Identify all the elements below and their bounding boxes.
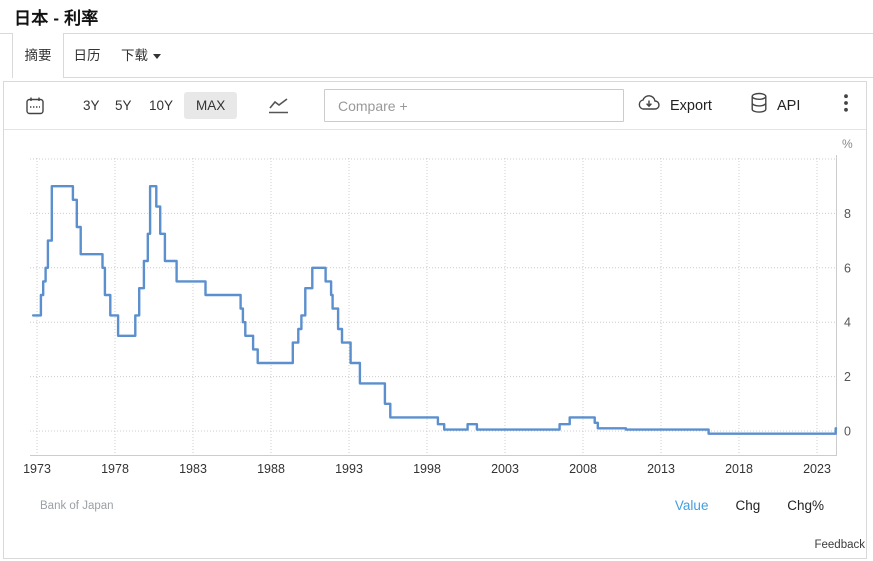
svg-text:2023: 2023 <box>803 462 831 476</box>
y-axis-labels: 8 6 4 2 0 <box>844 207 851 439</box>
database-icon <box>749 92 769 119</box>
chart-plot-area: 1973 1978 1983 1988 1993 1998 2003 2008 2013 2018… <box>23 137 853 476</box>
tab-download-label: 下载 <box>121 48 148 63</box>
svg-text:2: 2 <box>844 370 851 384</box>
svg-text:8: 8 <box>844 207 851 221</box>
chart-type-button[interactable] <box>262 82 296 129</box>
svg-text:2013: 2013 <box>647 462 675 476</box>
svg-text:1978: 1978 <box>101 462 129 476</box>
more-menu-button[interactable] <box>834 82 858 129</box>
calendar-icon <box>25 96 45 116</box>
svg-text:2018: 2018 <box>725 462 753 476</box>
cloud-download-icon <box>636 93 662 118</box>
mode-value[interactable]: Value <box>674 498 709 513</box>
api-label: API <box>777 97 801 114</box>
y-axis-unit: % <box>842 137 853 151</box>
api-button[interactable]: API <box>749 82 800 129</box>
chart-panel: 3Y 5Y 10Y MAX Export <box>3 81 867 559</box>
range-button-10y[interactable]: 10Y <box>149 98 174 113</box>
title-divider <box>0 33 873 34</box>
tab-calendar[interactable]: 日历 <box>73 48 101 63</box>
svg-text:1998: 1998 <box>413 462 441 476</box>
compare-input[interactable] <box>324 89 624 122</box>
range-button-5y[interactable]: 5Y <box>115 98 132 113</box>
source-label: Bank of Japan <box>40 500 114 512</box>
chevron-down-icon <box>153 53 161 59</box>
y-gridlines <box>30 158 836 432</box>
kebab-menu-icon <box>844 94 848 117</box>
tab-download[interactable]: 下载 <box>112 33 170 78</box>
page-title: 日本 - 利率 <box>14 9 99 28</box>
x-gridlines <box>36 158 818 455</box>
series-line <box>31 185 838 435</box>
mode-chg[interactable]: Chg <box>735 498 761 513</box>
tab-strip-divider <box>62 77 873 78</box>
tab-summary[interactable]: 摘要 <box>12 33 64 78</box>
feedback-link[interactable]: Feedback <box>814 539 865 551</box>
export-button[interactable]: Export <box>636 82 712 129</box>
export-label: Export <box>670 97 712 114</box>
range-button-3y[interactable]: 3Y <box>83 98 100 113</box>
range-button-max[interactable]: MAX <box>184 92 238 119</box>
svg-text:4: 4 <box>844 316 851 330</box>
display-mode-switch: Value Chg Chg% <box>675 498 824 513</box>
axis-lines <box>30 155 837 456</box>
mode-chg-pct[interactable]: Chg% <box>787 498 824 513</box>
svg-text:1973: 1973 <box>23 462 51 476</box>
svg-text:2003: 2003 <box>491 462 519 476</box>
svg-text:1983: 1983 <box>179 462 207 476</box>
svg-text:1993: 1993 <box>335 462 363 476</box>
svg-text:6: 6 <box>844 261 851 275</box>
calendar-button[interactable] <box>19 82 51 129</box>
svg-text:0: 0 <box>844 425 851 439</box>
x-axis-labels: 1973 1978 1983 1988 1993 1998 2003 2008 2013 2018… <box>23 462 831 476</box>
svg-text:1988: 1988 <box>257 462 285 476</box>
line-chart-icon <box>268 97 290 115</box>
svg-text:2008: 2008 <box>569 462 597 476</box>
chart-toolbar: 3Y 5Y 10Y MAX Export <box>4 82 866 130</box>
